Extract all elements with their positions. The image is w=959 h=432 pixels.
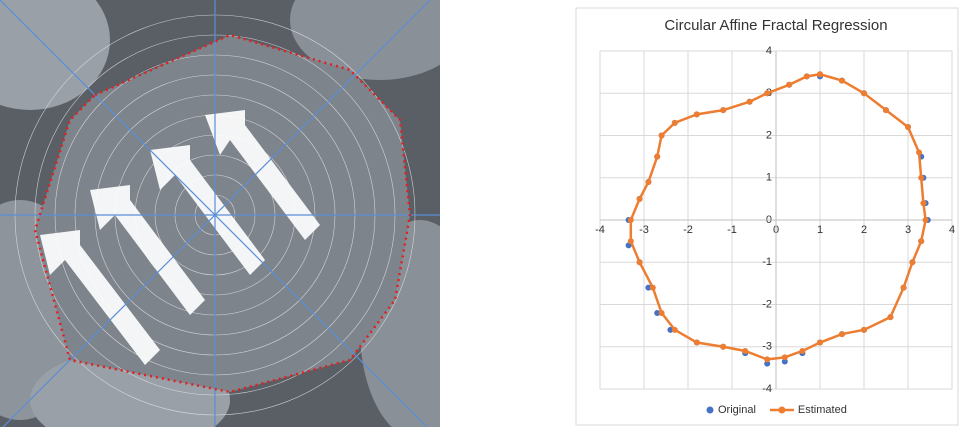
- y-tick-label: -4: [762, 383, 772, 395]
- series-line: [629, 73, 927, 361]
- point: [922, 217, 929, 223]
- point: [636, 195, 643, 202]
- point: [861, 326, 867, 333]
- point: [839, 331, 845, 338]
- point: [905, 124, 911, 131]
- x-tick-label: -1: [727, 224, 737, 236]
- legend-marker: [706, 406, 714, 414]
- point: [667, 326, 674, 333]
- point: [909, 259, 916, 266]
- point: [671, 326, 678, 333]
- point: [839, 77, 845, 84]
- x-tick-label: -4: [595, 224, 605, 236]
- point: [781, 354, 788, 361]
- point: [654, 153, 661, 160]
- x-tick-label: -3: [639, 224, 649, 236]
- x-tick-label: 2: [861, 224, 867, 236]
- point: [742, 347, 749, 354]
- chart-frame: [575, 7, 959, 426]
- point: [693, 111, 700, 118]
- point: [764, 90, 771, 97]
- point: [627, 238, 634, 245]
- point: [693, 339, 700, 346]
- legend-label: Original: [718, 404, 756, 416]
- x-tick-label: -2: [683, 224, 693, 236]
- point: [654, 309, 661, 316]
- point: [746, 98, 753, 105]
- point: [887, 314, 894, 321]
- point: [817, 71, 823, 78]
- point: [900, 284, 907, 291]
- point: [645, 284, 652, 291]
- y-tick-label: -2: [762, 298, 772, 310]
- point: [720, 107, 727, 114]
- y-tick-label: 2: [766, 129, 772, 141]
- y-tick-label: -1: [762, 256, 772, 268]
- point: [786, 81, 793, 88]
- x-tick-label: 3: [905, 224, 911, 236]
- point: [671, 119, 678, 126]
- point: [781, 358, 788, 365]
- chart-title: Circular Affine Fractal Regression: [664, 17, 887, 34]
- point: [803, 73, 810, 80]
- point: [658, 309, 665, 316]
- point: [916, 149, 922, 156]
- point: [883, 107, 889, 114]
- point: [918, 174, 925, 181]
- x-tick-label: 4: [949, 224, 955, 236]
- point: [658, 132, 665, 139]
- y-tick-label: -3: [762, 341, 772, 353]
- point: [649, 284, 656, 291]
- point: [720, 343, 727, 350]
- legend-label: Estimated: [798, 404, 847, 416]
- point: [636, 259, 643, 266]
- point: [920, 200, 927, 207]
- point: [861, 90, 867, 97]
- point: [918, 238, 925, 245]
- point: [764, 356, 771, 363]
- point: [627, 217, 634, 223]
- point: [645, 178, 652, 185]
- point: [764, 360, 771, 367]
- y-tick-label: 1: [766, 172, 772, 184]
- x-tick-label: 1: [817, 224, 823, 236]
- point: [799, 347, 806, 354]
- legend-marker: [778, 406, 786, 414]
- photo: [0, 0, 440, 427]
- y-tick-label: 4: [766, 45, 772, 57]
- point: [817, 339, 823, 346]
